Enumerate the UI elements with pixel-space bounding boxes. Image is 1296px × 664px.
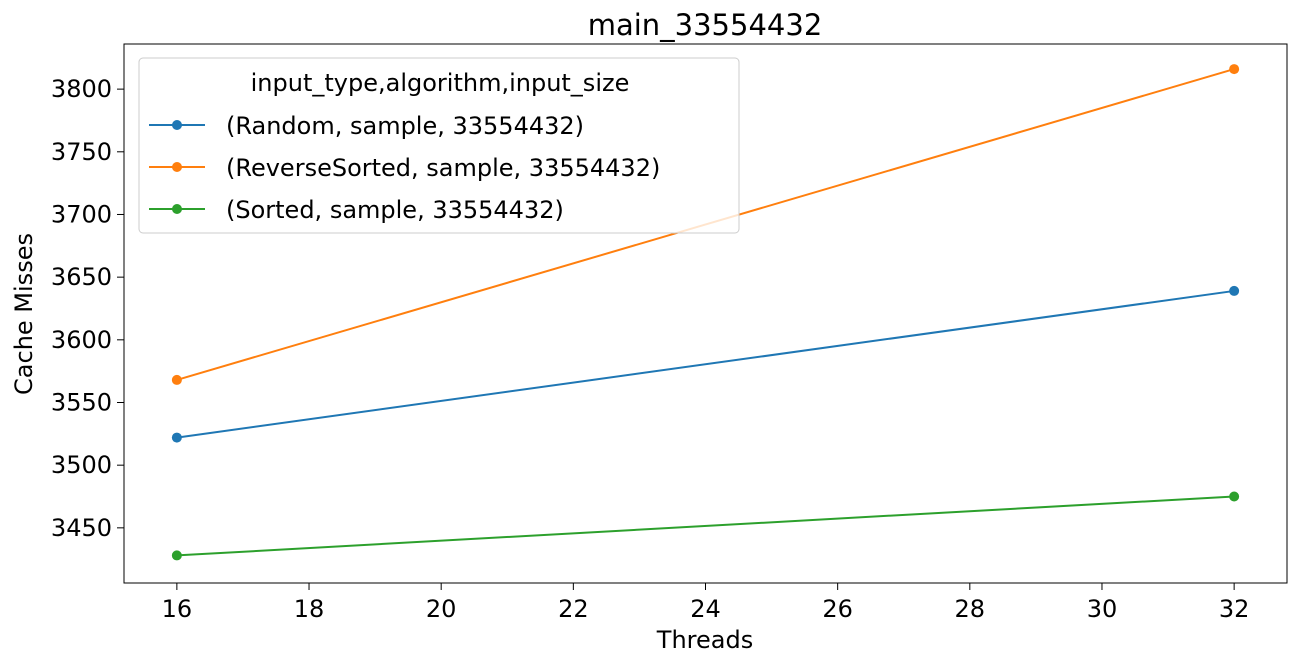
y-axis-label: Cache Misses [10, 233, 38, 395]
series-line [176, 495, 1235, 557]
y-axis-ticks: 3450 3500 3550 3600 3650 3700 3750 3800 [51, 75, 124, 542]
x-tick-label: 30 [1087, 595, 1118, 623]
legend-marker [172, 204, 182, 214]
y-tick-label: 3800 [51, 75, 112, 103]
data-point [171, 374, 182, 385]
legend-entries: (Random, sample, 33554432) (ReverseSorted… [149, 112, 660, 224]
x-axis-label: Threads [656, 626, 753, 654]
y-tick-label: 3700 [51, 200, 112, 228]
data-point [1229, 64, 1240, 75]
x-tick-label: 18 [294, 595, 325, 623]
legend-label: (Random, sample, 33554432) [226, 112, 584, 140]
legend-title: input_type,algorithm,input_size [251, 69, 630, 97]
data-point [1229, 491, 1240, 502]
legend-entry: (Random, sample, 33554432) [149, 112, 584, 140]
series-2 [171, 491, 1240, 561]
legend-label: (ReverseSorted, sample, 33554432) [226, 154, 660, 182]
y-tick-label: 3450 [51, 514, 112, 542]
x-tick-label: 22 [558, 595, 589, 623]
data-point [1229, 285, 1240, 296]
legend-marker [172, 120, 182, 130]
x-tick-label: 24 [690, 595, 721, 623]
y-tick-label: 3550 [51, 388, 112, 416]
legend-label: (Sorted, sample, 33554432) [226, 196, 564, 224]
series-0 [171, 285, 1240, 443]
chart-title: main_33554432 [588, 8, 823, 42]
legend-entry: (Sorted, sample, 33554432) [149, 196, 564, 224]
data-point [171, 432, 182, 443]
y-tick-label: 3650 [51, 263, 112, 291]
y-tick-label: 3500 [51, 451, 112, 479]
data-point [171, 550, 182, 561]
x-tick-label: 16 [162, 595, 193, 623]
legend: input_type,algorithm,input_size (Random,… [138, 57, 740, 234]
x-tick-label: 28 [955, 595, 986, 623]
legend-marker [172, 162, 182, 172]
x-tick-label: 26 [822, 595, 853, 623]
series-line [176, 289, 1235, 439]
x-axis-ticks: 16 18 20 22 24 26 28 30 32 [162, 583, 1250, 623]
y-tick-label: 3750 [51, 138, 112, 166]
y-tick-label: 3600 [51, 326, 112, 354]
legend-entry: (ReverseSorted, sample, 33554432) [149, 154, 660, 182]
x-tick-label: 20 [426, 595, 457, 623]
legend-box [138, 57, 740, 234]
x-tick-label: 32 [1219, 595, 1250, 623]
